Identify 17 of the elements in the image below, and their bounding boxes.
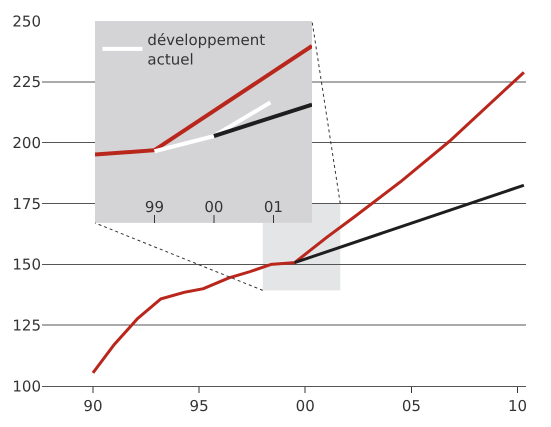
y-tick-label: 175 [12,194,41,213]
x-tick-label: 00 [296,397,315,416]
y-tick-label: 150 [12,256,41,274]
x-tick-label: 00 [204,198,224,216]
y-tick-label: 100 [12,377,41,396]
y-tick-label: 250 [12,12,41,30]
line-series [91,70,526,374]
y-tick-label: 200 [12,134,41,152]
y-tick-label: 125 [12,316,41,334]
x-tick-label: 99 [144,198,164,216]
x-tick-label: 01 [264,198,283,216]
x-tick-label: 10 [508,397,528,416]
x-tick-label: 95 [190,397,209,416]
x-tick-label: 05 [402,397,421,416]
x-tick-label: 90 [83,397,102,416]
y-tick-label: 225 [12,73,41,92]
legend-label: développement actuel [147,30,266,68]
